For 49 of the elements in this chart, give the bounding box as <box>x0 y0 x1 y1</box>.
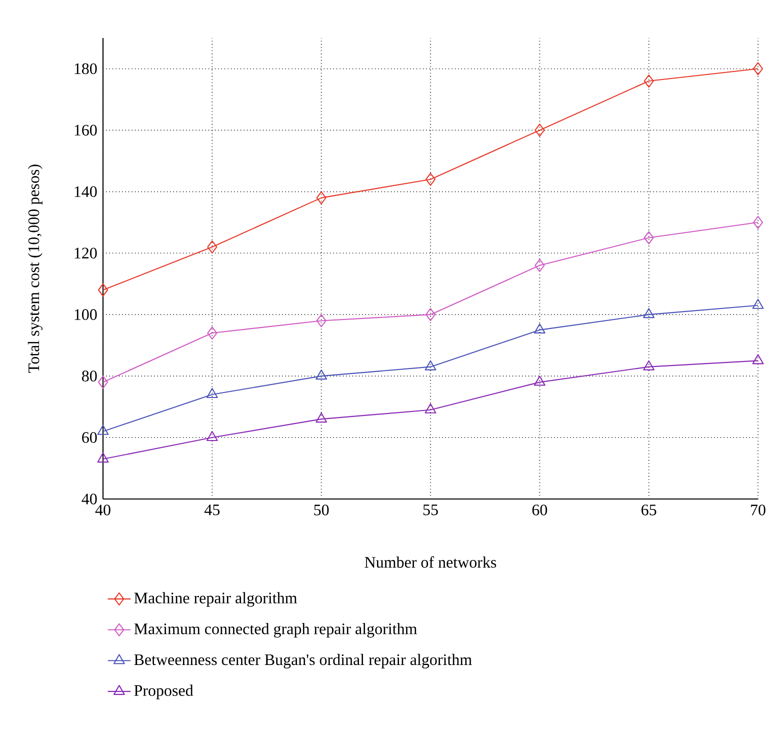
y-tick-label: 120 <box>74 248 97 259</box>
point <box>643 308 655 318</box>
y-axis-title: Total system cost (10,000 pesos) <box>28 164 42 373</box>
y-tick-label: 40 <box>82 494 97 504</box>
point <box>752 62 764 76</box>
point <box>752 298 764 309</box>
point <box>316 314 326 328</box>
point <box>534 376 546 386</box>
point <box>97 424 109 435</box>
point <box>316 191 326 204</box>
y-tick-label: 160 <box>74 124 97 136</box>
point <box>207 240 218 254</box>
point <box>425 172 436 186</box>
point <box>206 388 218 398</box>
x-tick-label: 40 <box>95 504 110 516</box>
y-tick-label: 180 <box>74 63 97 74</box>
legend-label: Betweenness center Bugan's ordinal repair algorithm <box>134 654 472 668</box>
point <box>534 323 546 334</box>
point <box>425 308 436 322</box>
point <box>97 452 109 463</box>
point <box>644 231 654 244</box>
legend-label: Machine repair algorithm <box>134 592 298 607</box>
point <box>534 124 545 137</box>
y-tick-label: 80 <box>82 370 97 382</box>
point <box>207 326 218 340</box>
y-tick-label: 60 <box>82 432 97 443</box>
point <box>534 258 545 272</box>
point <box>98 283 108 297</box>
point <box>206 430 218 442</box>
point <box>643 360 655 370</box>
x-tick-label: 70 <box>751 504 766 516</box>
x-tick-label: 45 <box>204 504 220 516</box>
x-axis-title: Number of networks <box>364 556 496 568</box>
x-tick-label: 65 <box>642 504 656 516</box>
point <box>98 376 108 389</box>
legend-label: Maximum connected graph repair algorithm <box>134 623 417 638</box>
point <box>316 412 328 423</box>
y-tick-label: 140 <box>74 186 97 198</box>
point <box>424 360 436 370</box>
point <box>752 354 764 364</box>
legend-label: Proposed <box>134 684 194 700</box>
y-tick-label: 100 <box>74 309 97 320</box>
point <box>752 216 764 229</box>
point <box>644 74 654 88</box>
x-tick-label: 50 <box>314 504 329 516</box>
point <box>316 370 328 380</box>
x-tick-label: 55 <box>423 504 438 516</box>
x-tick-label: 60 <box>532 504 548 516</box>
point <box>424 403 436 414</box>
